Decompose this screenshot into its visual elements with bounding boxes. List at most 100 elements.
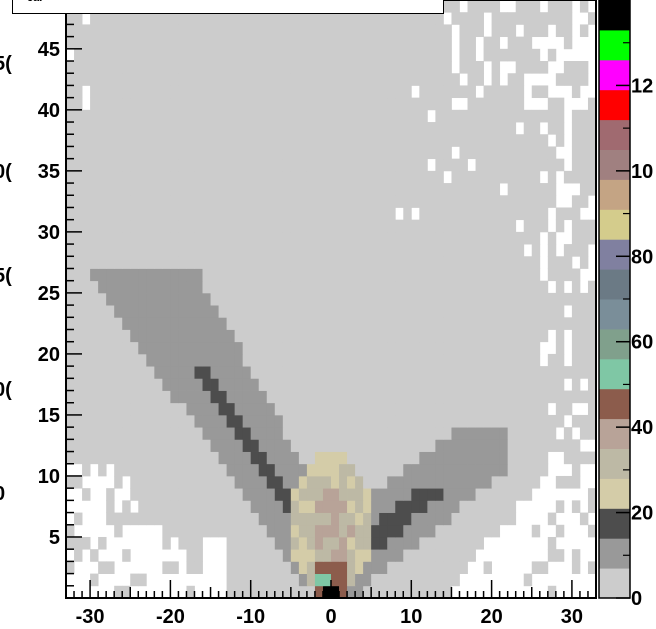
heatmap-cell bbox=[443, 146, 452, 160]
heatmap-cell bbox=[298, 256, 308, 269]
heatmap-cell bbox=[210, 231, 219, 245]
heatmap-cell bbox=[387, 500, 396, 513]
heatmap-cell bbox=[162, 85, 171, 99]
heatmap-cell bbox=[387, 573, 396, 587]
heatmap-cell bbox=[114, 390, 123, 404]
left-edge-fragment: 0( bbox=[0, 161, 12, 183]
heatmap-cell bbox=[443, 317, 452, 330]
heatmap-cell bbox=[459, 488, 468, 501]
heatmap-cell bbox=[258, 305, 268, 318]
heatmap-cell bbox=[226, 12, 236, 25]
heatmap-cell bbox=[379, 427, 388, 440]
heatmap-cell bbox=[306, 244, 316, 257]
heatmap-cell bbox=[74, 549, 83, 562]
heatmap-cell bbox=[491, 146, 501, 160]
heatmap-cell bbox=[491, 219, 501, 233]
heatmap-cell bbox=[411, 134, 420, 147]
heatmap-cell bbox=[242, 451, 252, 465]
heatmap-cell bbox=[298, 244, 308, 257]
heatmap-cell bbox=[106, 73, 115, 86]
heatmap-cell bbox=[427, 219, 436, 233]
heatmap-cell bbox=[411, 549, 420, 562]
heatmap-cell bbox=[234, 292, 244, 306]
heatmap-cell bbox=[274, 463, 284, 477]
heatmap-cell bbox=[82, 244, 91, 257]
heatmap-cell bbox=[282, 463, 292, 477]
heatmap-cell bbox=[226, 219, 236, 233]
heatmap-cell bbox=[90, 244, 99, 257]
heatmap-cell bbox=[379, 134, 388, 147]
heatmap-cell bbox=[242, 12, 252, 25]
heatmap-cell bbox=[523, 329, 533, 343]
heatmap-cell bbox=[507, 427, 517, 440]
heatmap-cell bbox=[98, 353, 107, 367]
heatmap-cell bbox=[218, 317, 228, 330]
heatmap-cell bbox=[499, 366, 509, 379]
heatmap-cell bbox=[491, 268, 501, 282]
heatmap-cell bbox=[202, 427, 211, 440]
heatmap-cell bbox=[403, 244, 412, 257]
heatmap-cell bbox=[90, 317, 99, 330]
heatmap-cell bbox=[186, 207, 195, 221]
heatmap-cell bbox=[130, 85, 139, 99]
heatmap-cell bbox=[531, 122, 541, 135]
heatmap-cell bbox=[234, 85, 244, 99]
heatmap-cell bbox=[499, 244, 509, 257]
heatmap-cell bbox=[322, 500, 332, 513]
heatmap-cell bbox=[186, 268, 195, 282]
heatmap-cell bbox=[154, 366, 163, 379]
heatmap-cell bbox=[146, 73, 155, 86]
heatmap-cell bbox=[339, 317, 348, 330]
heatmap-cell bbox=[258, 231, 268, 245]
heatmap-cell bbox=[218, 488, 228, 501]
heatmap-cell bbox=[290, 512, 300, 526]
heatmap-cell bbox=[274, 183, 284, 196]
heatmap-cell bbox=[178, 390, 187, 404]
heatmap-cell bbox=[363, 244, 372, 257]
heatmap-cell bbox=[322, 146, 332, 160]
heatmap-cell bbox=[266, 24, 276, 38]
heatmap-cell bbox=[242, 109, 252, 123]
heatmap-cell bbox=[194, 524, 203, 538]
heatmap-cell bbox=[274, 268, 284, 282]
heatmap-cell bbox=[114, 451, 123, 465]
heatmap-cell bbox=[154, 256, 163, 269]
heatmap-cell bbox=[210, 12, 219, 25]
heatmap-cell bbox=[499, 390, 509, 404]
heatmap-cell bbox=[274, 549, 284, 562]
heatmap-cell bbox=[547, 170, 557, 184]
heatmap-cell bbox=[322, 158, 332, 172]
heatmap-cell bbox=[210, 244, 219, 257]
heatmap-cell bbox=[523, 207, 533, 221]
heatmap-cell bbox=[178, 463, 187, 477]
heatmap-cell bbox=[282, 268, 292, 282]
heatmap-cell bbox=[451, 0, 460, 13]
heatmap-cell bbox=[475, 219, 484, 233]
heatmap-cell bbox=[395, 73, 404, 86]
heatmap-cell bbox=[451, 85, 460, 99]
heatmap-cell bbox=[427, 536, 436, 550]
heatmap-cell bbox=[194, 378, 203, 391]
heatmap-cell bbox=[411, 244, 420, 257]
heatmap-cell bbox=[66, 146, 75, 160]
heatmap-cell bbox=[306, 366, 316, 379]
heatmap-cell bbox=[258, 390, 268, 404]
heatmap-cell bbox=[387, 292, 396, 306]
heatmap-cell bbox=[523, 219, 533, 233]
heatmap-cell bbox=[258, 24, 268, 38]
heatmap-cell bbox=[587, 427, 597, 440]
heatmap-cell bbox=[218, 451, 228, 465]
heatmap-cell bbox=[274, 244, 284, 257]
heatmap-cell bbox=[459, 85, 468, 99]
heatmap-cell bbox=[419, 329, 428, 343]
heatmap-cell bbox=[355, 207, 364, 221]
heatmap-cell bbox=[475, 244, 484, 257]
heatmap-cell bbox=[331, 378, 340, 391]
heatmap-cell bbox=[355, 73, 364, 86]
heatmap-cell bbox=[379, 585, 388, 599]
heatmap-cell bbox=[258, 134, 268, 147]
heatmap-cell bbox=[475, 109, 484, 123]
heatmap-cell bbox=[170, 61, 179, 74]
heatmap-cell bbox=[130, 219, 139, 233]
heatmap-cell bbox=[491, 24, 501, 38]
